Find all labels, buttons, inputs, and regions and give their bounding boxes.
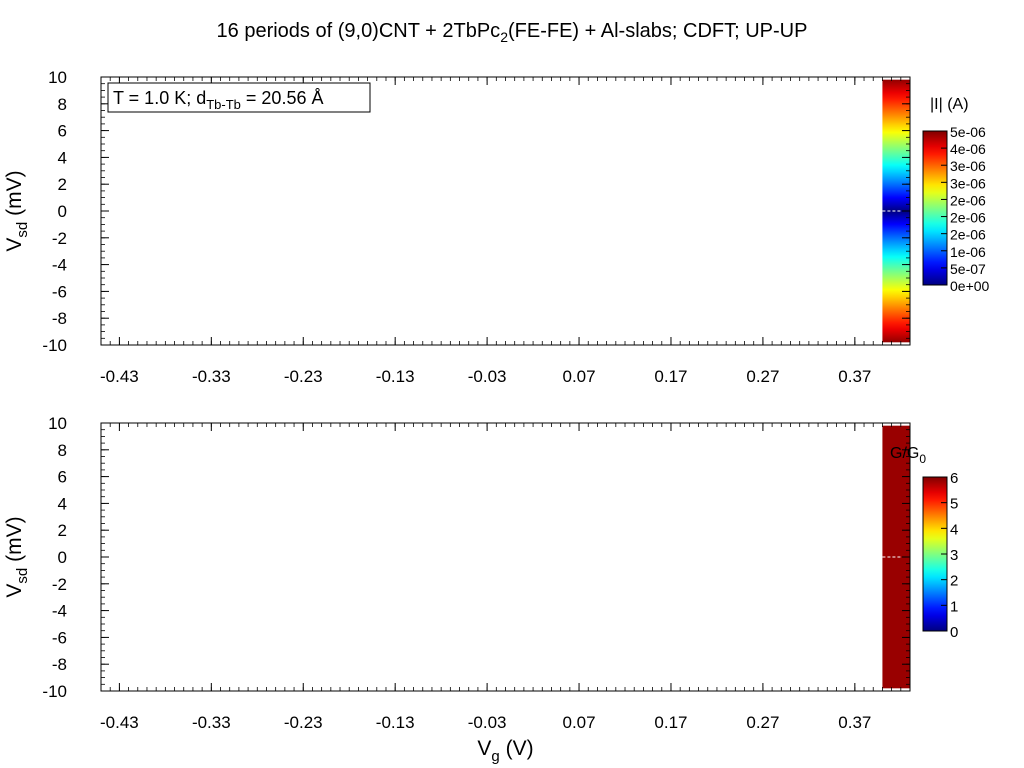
x-tick-label: -0.23 (284, 367, 323, 386)
colorbar-tick-label: 2 (950, 573, 958, 590)
colorbar-label: |I| (A) (930, 96, 969, 113)
y-tick-label: -2 (52, 575, 67, 594)
y-tick-label: -6 (52, 282, 67, 301)
colorbar-tick-label: 6 (950, 470, 958, 487)
colorbar: 6 5 4 3 2 1 0 G/G0 (890, 445, 958, 641)
y-tick-label: 6 (58, 468, 67, 487)
y-tick-label: 10 (48, 68, 67, 87)
colorbar-tick-label: 2e-06 (950, 227, 986, 243)
y-tick-label: 4 (58, 148, 67, 167)
chart-title: 16 periods of (9,0)CNT + 2TbPc2(FE-FE) +… (216, 20, 808, 45)
colorbar-tick-label: 3 (950, 547, 958, 564)
colorbar-tick-label: 0e+00 (950, 278, 990, 294)
y-tick-label: -4 (52, 256, 67, 275)
colorbar-tick-label: 1e-06 (950, 244, 986, 260)
colorbar-tick-label: 2e-06 (950, 210, 986, 226)
y-tick-label: -10 (42, 682, 67, 701)
y-tick-label: 10 (48, 414, 67, 433)
colorbar-tick-label: 5e-06 (950, 124, 986, 140)
panel-1: -0.43 -0.33 -0.23 -0.13 -0.03 0.07 0.17 0.27 0.3… (3, 68, 990, 386)
y-axis-label: Vsd (mV) (3, 170, 31, 251)
y-tick-label: 4 (58, 494, 67, 513)
colorbar-tick-label: 5 (950, 496, 958, 513)
x-tick-label: 0.27 (746, 713, 779, 732)
colorbar-gradient (922, 130, 948, 286)
x-tick-label: 0.07 (562, 713, 595, 732)
colorbar-tick-label: 5e-07 (950, 261, 986, 277)
x-tick-label: -0.23 (284, 713, 323, 732)
y-tick-label: 6 (58, 122, 67, 141)
y-axis-label: Vsd (mV) (3, 516, 31, 597)
y-tick-label: 0 (58, 548, 67, 567)
x-tick-label: -0.13 (376, 367, 415, 386)
x-tick-label: -0.13 (376, 713, 415, 732)
x-tick-label: 0.07 (562, 367, 595, 386)
x-tick-label: -0.43 (100, 713, 139, 732)
colorbar-label: G/G0 (890, 445, 926, 466)
y-tick-label: 0 (58, 202, 67, 221)
plot-frame (100, 422, 911, 692)
x-tick-label: 0.17 (654, 713, 687, 732)
y-tick-label: -2 (52, 229, 67, 248)
x-tick-label: 0.37 (838, 367, 871, 386)
colorbar-tick-label: 1 (950, 598, 958, 615)
x-tick-label: -0.33 (192, 367, 231, 386)
x-axis-label: Vg (V) (477, 737, 533, 765)
colorbar: 5e-064e-063e-063e-062e-062e-062e-061e-06… (922, 96, 990, 294)
panel-2: -0.43 -0.33 -0.23 -0.13 -0.03 0.07 0.17 0.27 0.3… (3, 414, 958, 765)
y-tick-label: 8 (58, 441, 67, 460)
x-tick-label: -0.43 (100, 367, 139, 386)
colorbar-tick-label: 2e-06 (950, 192, 986, 208)
plot-frame (100, 76, 911, 346)
x-tick-label: -0.03 (468, 713, 507, 732)
y-tick-label: -10 (42, 336, 67, 355)
y-tick-label: -4 (52, 602, 67, 621)
y-tick-label: 8 (58, 95, 67, 114)
x-tick-label: -0.33 (192, 713, 231, 732)
y-tick-label: 2 (58, 175, 67, 194)
colorbar-tick-label: 0 (950, 624, 958, 641)
x-tick-label: -0.03 (468, 367, 507, 386)
annotation-text: T = 1.0 K; dTb-Tb = 20.56 Å (113, 88, 323, 112)
y-tick-label: 2 (58, 521, 67, 540)
annotation-box (107, 82, 371, 113)
x-tick-label: 0.37 (838, 713, 871, 732)
x-tick-label: 0.17 (654, 367, 687, 386)
colorbar-tick-label: 3e-06 (950, 175, 986, 191)
y-tick-label: -8 (52, 309, 67, 328)
colorbar-tick-label: 4 (950, 521, 958, 538)
colorbar-tick-label: 3e-06 (950, 158, 986, 174)
x-tick-label: 0.27 (746, 367, 779, 386)
y-tick-label: -6 (52, 628, 67, 647)
y-tick-label: -8 (52, 655, 67, 674)
colorbar-tick-label: 4e-06 (950, 141, 986, 157)
